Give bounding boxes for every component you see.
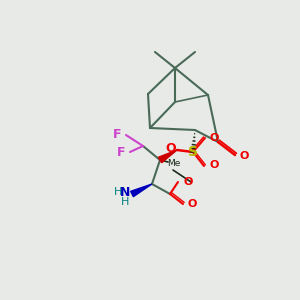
Text: N: N (120, 185, 130, 199)
Text: S: S (188, 145, 198, 159)
Text: H: H (121, 197, 129, 207)
Text: F: F (112, 128, 121, 142)
Text: Me: Me (167, 160, 181, 169)
Text: O: O (240, 151, 249, 161)
Text: O: O (188, 199, 197, 209)
Polygon shape (158, 150, 177, 163)
Text: O: O (184, 177, 194, 187)
Text: O: O (166, 142, 176, 155)
Text: O: O (210, 133, 219, 143)
Text: H: H (114, 187, 122, 197)
Text: F: F (116, 146, 125, 160)
Polygon shape (131, 184, 152, 197)
Text: O: O (209, 160, 218, 170)
